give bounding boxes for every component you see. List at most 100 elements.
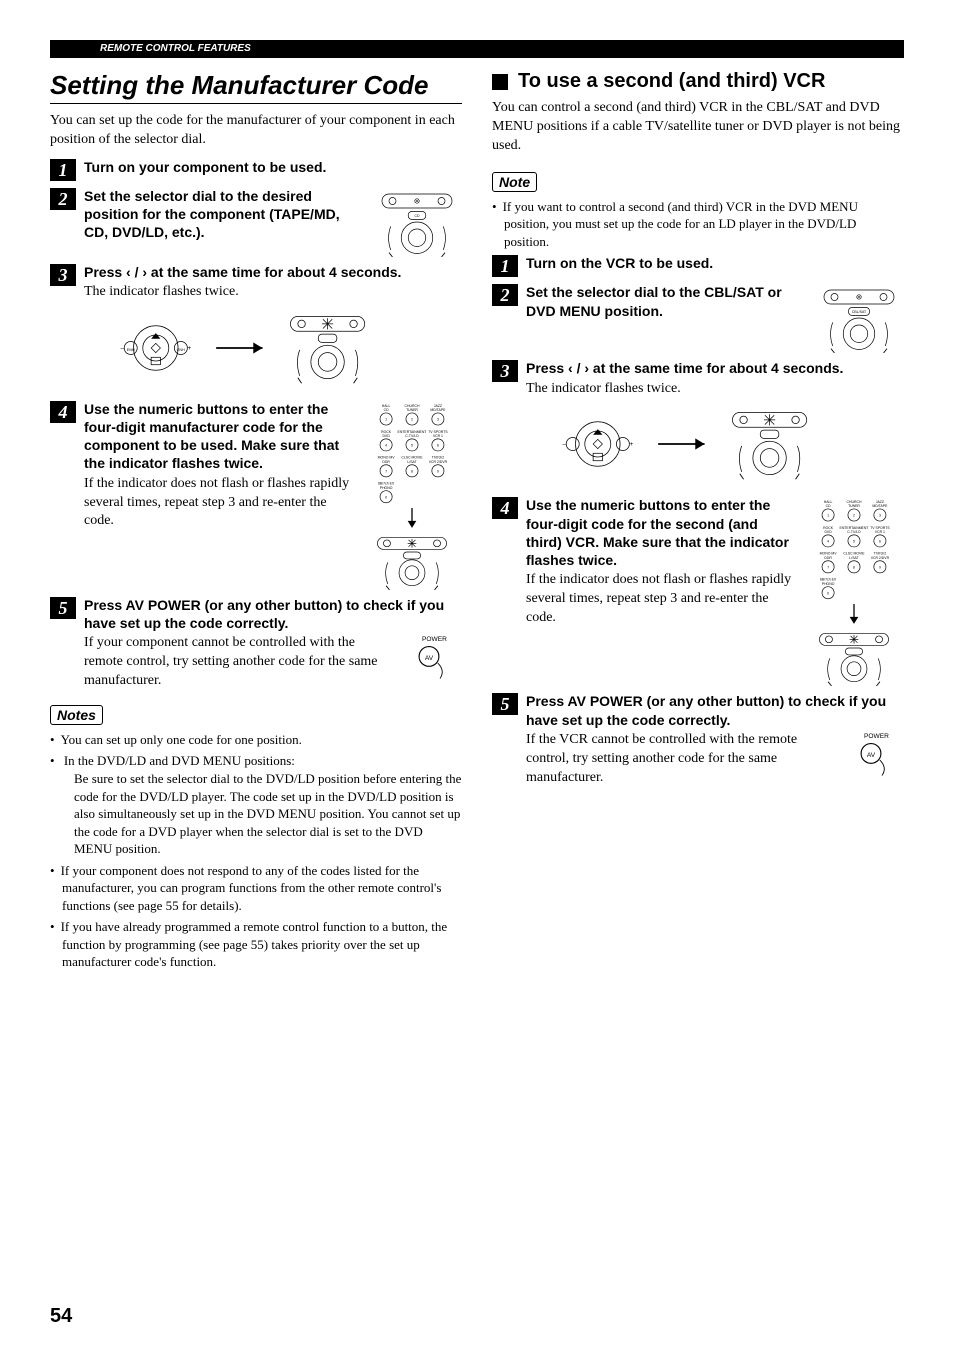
svg-text:CD: CD	[826, 505, 831, 509]
svg-text:CD: CD	[414, 214, 420, 218]
svg-text:4: 4	[827, 540, 829, 544]
svg-text:PHONO: PHONO	[380, 486, 393, 490]
step-title: Set the selector dial to the desired pos…	[84, 187, 362, 242]
svg-text:4: 4	[385, 443, 387, 447]
svg-text:JAZZ: JAZZ	[876, 500, 884, 504]
step: 2 Set the selector dial to the CBL/SAT o…	[492, 283, 904, 353]
svg-text:9: 9	[879, 566, 881, 570]
svg-text:CD: CD	[384, 408, 389, 412]
svg-text:–: –	[121, 345, 125, 352]
svg-text:ROCK: ROCK	[823, 526, 834, 530]
notes-list: You can set up only one code for one pos…	[50, 731, 462, 971]
svg-text:ENH: ENH	[127, 348, 135, 352]
subsection-title: To use a second (and third) VCR	[518, 70, 825, 93]
svg-text:AV: AV	[425, 655, 434, 662]
svg-text:7: 7	[827, 566, 829, 570]
svg-text:Tht7ch2: Tht7ch2	[432, 456, 445, 460]
step-title: Press ‹ / › at the same time for about 4…	[84, 263, 462, 281]
power-button-diagram: POWER AV	[407, 632, 462, 682]
svg-text:HALL: HALL	[824, 500, 833, 504]
intro-text: You can set up the code for the manufact…	[50, 112, 462, 150]
step-number: 5	[492, 693, 518, 715]
step-title: Use the numeric buttons to enter the fou…	[526, 496, 794, 569]
svg-text:DVD: DVD	[824, 531, 832, 535]
selector-dial-diagram: CBL/SAT	[814, 283, 904, 353]
step-number: 3	[492, 360, 518, 382]
step-text: The indicator flashes twice.	[526, 380, 904, 399]
step: 2 Set the selector dial to the desired p…	[50, 187, 462, 257]
svg-text:CLSC MOVIE: CLSC MOVIE	[843, 552, 865, 556]
svg-text:1: 1	[385, 418, 387, 422]
square-bullet-icon	[492, 74, 508, 90]
svg-text:8: 8	[853, 566, 855, 570]
step-title: Press AV POWER (or any other button) to …	[526, 692, 904, 728]
svg-text:POWER: POWER	[864, 733, 889, 740]
note-item: If your component does not respond to an…	[50, 862, 462, 915]
svg-text:TUNER: TUNER	[848, 505, 860, 509]
svg-text:MONO MV: MONO MV	[820, 552, 838, 556]
section-title: Setting the Manufacturer Code	[50, 70, 462, 104]
subsection-heading: To use a second (and third) VCR	[492, 70, 904, 93]
svg-text:CBL/SAT: CBL/SAT	[852, 310, 867, 314]
step-number: 1	[492, 255, 518, 277]
svg-text:TV SPORTS: TV SPORTS	[428, 430, 448, 434]
intro-text: You can control a second (and third) VCR…	[492, 99, 904, 156]
step-text: If the indicator does not flash or flash…	[526, 571, 794, 628]
step: 5 Press AV POWER (or any other button) t…	[50, 596, 462, 691]
svg-text:9: 9	[437, 469, 439, 473]
svg-text:+: +	[629, 441, 633, 448]
keypad-diagram: HALLCD CHURCHTUNER JAZZMD/TAPE 1 2 3 ROC…	[362, 400, 462, 590]
svg-text:1: 1	[827, 514, 829, 518]
svg-text:+: +	[187, 345, 191, 352]
svg-text:3: 3	[437, 418, 439, 422]
svg-text:Tht7ch2: Tht7ch2	[874, 552, 887, 556]
svg-text:ENTERTAINMENT: ENTERTAINMENT	[398, 430, 428, 434]
note-subtext: Be sure to set the selector dial to the …	[62, 770, 462, 858]
svg-text:HALL: HALL	[382, 404, 391, 408]
note-item: If you have already programmed a remote …	[50, 918, 462, 971]
header-section: REMOTE CONTROL FEATURES	[100, 43, 251, 54]
svg-text:L/SAT: L/SAT	[849, 556, 859, 560]
step: 1 Turn on your component to be used.	[50, 158, 462, 181]
step-text: If your component cannot be controlled w…	[84, 634, 397, 691]
notes-list: If you want to control a second (and thi…	[492, 198, 904, 251]
svg-text:CHURCH: CHURCH	[405, 404, 420, 408]
svg-text:0: 0	[827, 592, 829, 596]
step-number: 4	[492, 497, 518, 519]
step-number: 2	[492, 284, 518, 306]
remote-arrow-diagram: – +	[556, 404, 816, 484]
step-title: Press AV POWER (or any other button) to …	[84, 596, 462, 632]
svg-text:CHURCH: CHURCH	[847, 500, 862, 504]
step: 3 Press ‹ / › at the same time for about…	[50, 263, 462, 394]
svg-text:5: 5	[411, 443, 413, 447]
svg-text:TUNER: TUNER	[406, 408, 418, 412]
svg-text:6B/7ch EX: 6B/7ch EX	[378, 481, 395, 485]
svg-text:ENH: ENH	[177, 348, 185, 352]
svg-text:POWER: POWER	[422, 636, 447, 643]
note-label: Note	[492, 172, 537, 192]
svg-text:6: 6	[879, 540, 881, 544]
svg-text:DDR: DDR	[824, 556, 832, 560]
step-title: Turn on your component to be used.	[84, 158, 462, 176]
svg-text:PHONO: PHONO	[822, 582, 835, 586]
svg-text:CLSC MOVIE: CLSC MOVIE	[401, 456, 423, 460]
note-text: In the DVD/LD and DVD MENU positions:	[64, 753, 295, 768]
header-bar: REMOTE CONTROL FEATURES	[50, 40, 904, 58]
svg-text:ENTERTAINMENT: ENTERTAINMENT	[840, 526, 870, 530]
step-text: If the indicator does not flash or flash…	[84, 475, 352, 532]
svg-text:3: 3	[879, 514, 881, 518]
svg-text:VCR 2/DVR: VCR 2/DVR	[429, 460, 448, 464]
svg-text:TV SPORTS: TV SPORTS	[870, 526, 890, 530]
svg-text:DVD: DVD	[382, 434, 390, 438]
step: 1 Turn on the VCR to be used.	[492, 254, 904, 277]
svg-text:2: 2	[853, 514, 855, 518]
step-title: Press ‹ / › at the same time for about 4…	[526, 359, 904, 377]
note-item: You can set up only one code for one pos…	[50, 731, 462, 749]
svg-text:VCR 1: VCR 1	[433, 434, 443, 438]
svg-text:5: 5	[853, 540, 855, 544]
step-title: Use the numeric buttons to enter the fou…	[84, 400, 352, 473]
svg-text:C-TV/LD: C-TV/LD	[847, 531, 861, 535]
selector-dial-diagram: CD	[372, 187, 462, 257]
svg-text:L/SAT: L/SAT	[407, 460, 417, 464]
step: 4 Use the numeric buttons to enter the f…	[50, 400, 462, 590]
